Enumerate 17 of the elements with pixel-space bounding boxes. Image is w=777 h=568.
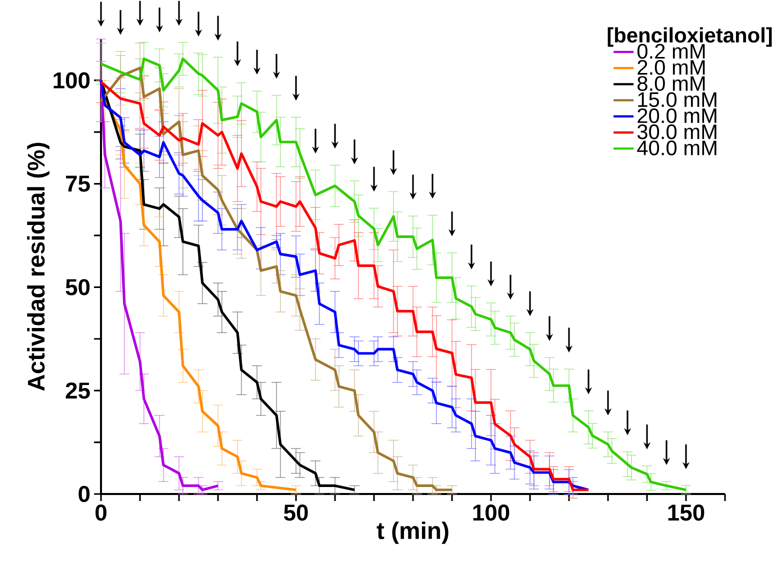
- legend-label: 8.0 mM: [638, 76, 705, 91]
- x-axis-title: t (min): [376, 522, 448, 544]
- y-axis-title: Actividad residual (%): [27, 142, 50, 391]
- y-tick-label: 25: [66, 382, 90, 399]
- x-tick-label: 150: [668, 504, 704, 521]
- y-tick-label: 0: [78, 486, 90, 502]
- x-tick-label: 50: [284, 504, 308, 521]
- legend-label: 2.0 mM: [638, 60, 705, 75]
- legend-label: 20.0 mM: [638, 108, 716, 124]
- legend-label: 30.0 mM: [637, 124, 716, 140]
- y-tick-label: 50: [66, 279, 90, 296]
- x-tick-label: 100: [473, 504, 510, 521]
- y-tick-label: 100: [54, 72, 90, 88]
- y-tick-label: 75: [66, 176, 90, 192]
- x-tick-label: 0: [96, 504, 106, 521]
- legend-label: 40.0 mM: [637, 140, 716, 156]
- legend-label: 15.0 mM: [638, 92, 716, 108]
